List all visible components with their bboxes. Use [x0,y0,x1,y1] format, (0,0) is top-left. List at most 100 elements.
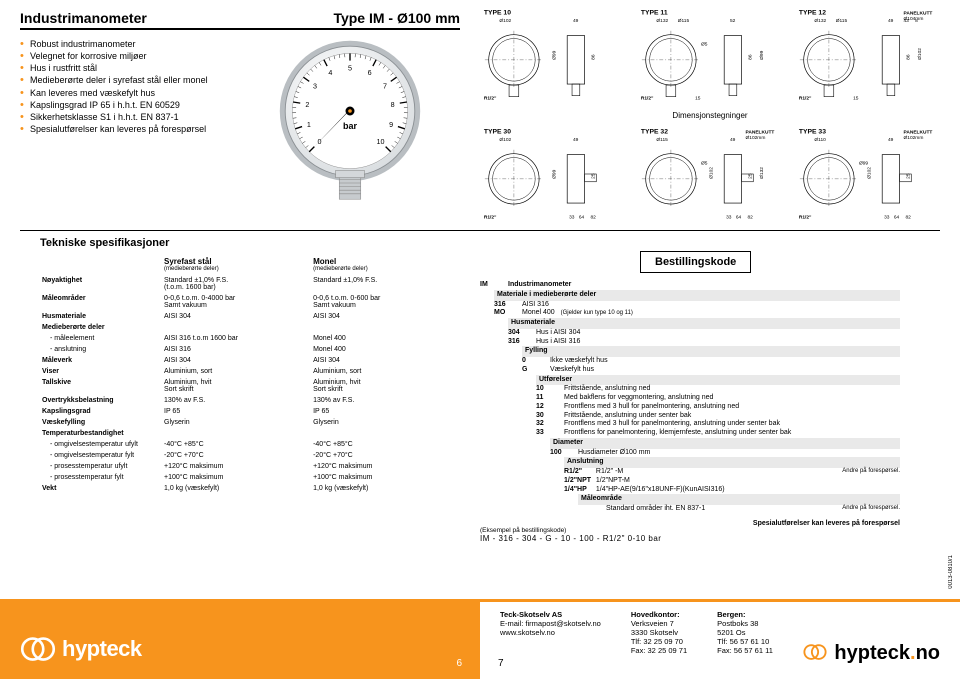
feature-bullet: Velegnet for korrosive miljøer [20,50,240,62]
dimension-drawing: TYPE 30 Ø102 49 25 Ø99 R1/2" 33 64 82 [480,124,625,224]
svg-text:49: 49 [730,137,736,143]
svg-text:Ø132: Ø132 [814,18,826,24]
svg-text:82: 82 [905,215,911,221]
svg-text:33: 33 [884,215,890,221]
svg-text:49: 49 [573,137,579,143]
title-row: Industrimanometer Type IM - Ø100 mm [20,10,460,30]
svg-text:43: 43 [903,18,909,24]
svg-text:49: 49 [888,137,894,143]
svg-text:8: 8 [915,18,918,24]
dimension-drawing: TYPE 10 Ø102 49 86 Ø99 R1/2" [480,5,625,105]
contact-block: Bergen:Postboks 385201 OsTlf: 56 57 61 1… [717,610,773,679]
svg-text:86: 86 [748,54,754,60]
svg-text:7: 7 [383,81,387,90]
svg-text:TYPE 11: TYPE 11 [641,9,668,16]
svg-text:64: 64 [736,215,742,221]
svg-text:R1/2": R1/2" [484,96,497,102]
svg-text:4: 4 [328,68,332,77]
svg-text:6: 6 [368,68,372,77]
drawings-caption: Dimensjonstegninger [480,111,940,120]
svg-text:Ø102: Ø102 [866,167,872,179]
dimension-drawing: TYPE 11 Ø132 Ø115 52 86 Ø5 Ø99 R1/2" 15 [637,5,782,105]
svg-text:2: 2 [305,100,309,109]
svg-text:86: 86 [590,54,596,60]
svg-text:5: 5 [348,64,352,73]
svg-text:82: 82 [590,215,596,221]
svg-text:82: 82 [748,215,754,221]
feature-bullet: Kapslingsgrad IP 65 i h.h.t. EN 60529 [20,99,240,111]
svg-text:64: 64 [579,215,585,221]
svg-text:PANELKUTT: PANELKUTT [903,129,932,135]
gauge-illustration: 01 2 3 4 5 6 7 8 9 10 bar [250,30,450,210]
svg-text:Ø132: Ø132 [759,167,765,179]
feature-bullet: Spesialutførelser kan leveres på forespø… [20,123,240,135]
svg-text:Ø102: Ø102 [917,48,923,60]
svg-text:Ø102: Ø102 [709,167,715,179]
page-subtitle: Type IM - Ø100 mm [333,10,460,26]
svg-text:Ø102: Ø102 [499,137,511,143]
svg-text:49: 49 [888,18,894,24]
feature-bullet: Robust industrimanometer [20,38,240,50]
svg-text:Ø99: Ø99 [552,169,558,178]
brand-name: hypteck [62,636,142,662]
contact-block: Hovedkontor:Verksveien 73330 SkotselvTlf… [631,610,687,679]
svg-text:10: 10 [377,137,385,146]
gauge-unit: bar [343,121,358,131]
svg-text:TYPE 30: TYPE 30 [484,128,511,135]
svg-text:86: 86 [905,54,911,60]
feature-bullet: Sikkerhetsklasse S1 i h.h.t. EN 837-1 [20,111,240,123]
svg-text:R1/2": R1/2" [799,96,812,102]
feature-bullet: Hus i rustfritt stål [20,62,240,74]
order-footer-note: Spesialutførelser kan leveres på forespø… [480,520,900,527]
svg-text:49: 49 [573,18,579,24]
svg-text:25: 25 [748,173,754,179]
svg-text:3: 3 [313,81,317,90]
svg-text:R1/2": R1/2" [641,96,654,102]
specs-title: Tekniske spesifikasjoner [40,237,940,249]
dimension-drawing: TYPE 33 PANELKUTTØ102mm Ø110 49 25 Ø102 … [795,124,940,224]
svg-text:TYPE 10: TYPE 10 [484,9,511,16]
brand-url: hypteck.no [801,642,940,665]
page-number-right: 7 [498,658,504,669]
svg-text:33: 33 [569,215,575,221]
ordering-code-box: Bestillingskode IMIndustrimanometerMater… [480,255,900,543]
dimension-drawing: TYPE 32 PANELKUTTØ102mm Ø115 49 25 Ø102 … [637,124,782,224]
svg-text:TYPE 32: TYPE 32 [641,128,668,135]
svg-text:Ø5: Ø5 [701,160,708,166]
svg-text:Ø115: Ø115 [835,18,847,24]
svg-text:0: 0 [317,137,321,146]
svg-text:8: 8 [391,100,395,109]
svg-text:25: 25 [590,173,596,179]
svg-text:Ø102mm: Ø102mm [746,135,766,141]
specs-section: Tekniske spesifikasjoner Syrefast stål(m… [20,230,940,594]
svg-text:52: 52 [730,18,736,24]
svg-text:9: 9 [389,120,393,129]
brand-logo: hypteck [20,635,142,663]
feature-bullets: Robust industrimanometerVelegnet for kor… [20,38,240,135]
svg-text:PANELKUTT: PANELKUTT [903,10,932,16]
ordering-title: Bestillingskode [640,251,751,273]
svg-text:PANELKUTT: PANELKUTT [746,129,775,135]
svg-text:Ø99: Ø99 [859,160,868,166]
page-title: Industrimanometer [20,10,147,26]
svg-text:Ø110: Ø110 [814,137,826,143]
footer: hypteck 6 7 Teck-Skotselv ASE-mail: firm… [0,599,960,679]
feature-bullet: Kan leveres med væskefylt hus [20,87,240,99]
svg-text:R1/2": R1/2" [484,215,497,221]
specs-table: Syrefast stål(medieberørte deler)Monel(m… [40,255,450,495]
svg-text:33: 33 [726,215,732,221]
svg-text:Ø115: Ø115 [657,137,669,143]
svg-text:TYPE 12: TYPE 12 [799,9,826,16]
svg-text:Ø99: Ø99 [759,50,765,59]
svg-text:Ø102mm: Ø102mm [903,135,923,141]
order-example: IM - 316 - 304 - G - 10 - 100 - R1/2" 0-… [480,534,900,543]
svg-text:15: 15 [853,96,859,102]
svg-text:25: 25 [905,173,911,179]
document-code: 0013-0810/1 [948,555,954,589]
svg-text:1: 1 [307,120,311,129]
order-example-label: (Eksempel på bestillingskode) [480,527,900,534]
svg-text:Ø115: Ø115 [678,18,690,24]
svg-text:Ø102: Ø102 [499,18,511,24]
contact-block: Teck-Skotselv ASE-mail: firmapost@skotse… [500,610,601,679]
logo-icon [20,635,56,663]
